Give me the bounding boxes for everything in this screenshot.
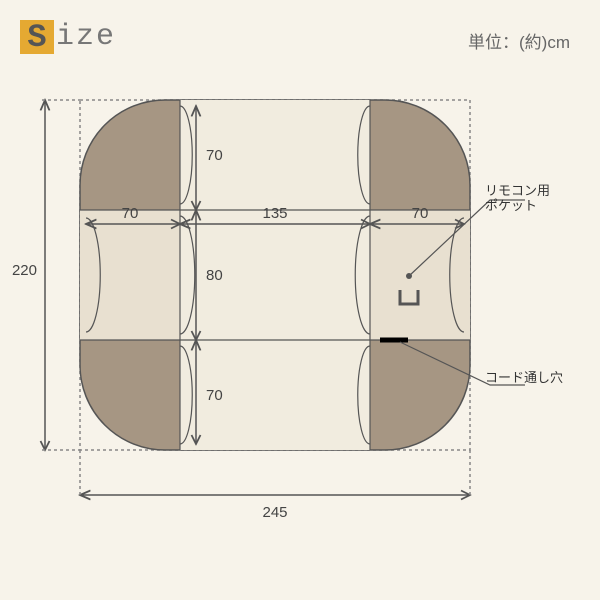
svg-text:リモコン用: リモコン用: [485, 183, 550, 198]
svg-text:70: 70: [122, 205, 139, 222]
diagram-container: 220 245 70 80 70 70 135 70 リモコン用ポケットコード通し穴: [10, 70, 590, 590]
svg-text:245: 245: [262, 504, 287, 521]
svg-text:ポケット: ポケット: [485, 198, 537, 213]
size-header: S ize: [20, 20, 116, 54]
size-rest-letters: ize: [56, 20, 116, 54]
size-s-letter: S: [20, 20, 54, 54]
diagram-svg: 220 245 70 80 70 70 135 70 リモコン用ポケットコード通し穴: [10, 70, 590, 590]
svg-text:220: 220: [12, 262, 37, 279]
svg-text:コード通し穴: コード通し穴: [485, 370, 563, 385]
svg-text:80: 80: [206, 267, 223, 284]
svg-text:70: 70: [412, 205, 429, 222]
svg-text:70: 70: [206, 147, 223, 164]
unit-label: 単位：(約)cm: [468, 28, 570, 53]
svg-text:135: 135: [262, 205, 287, 222]
svg-text:70: 70: [206, 387, 223, 404]
